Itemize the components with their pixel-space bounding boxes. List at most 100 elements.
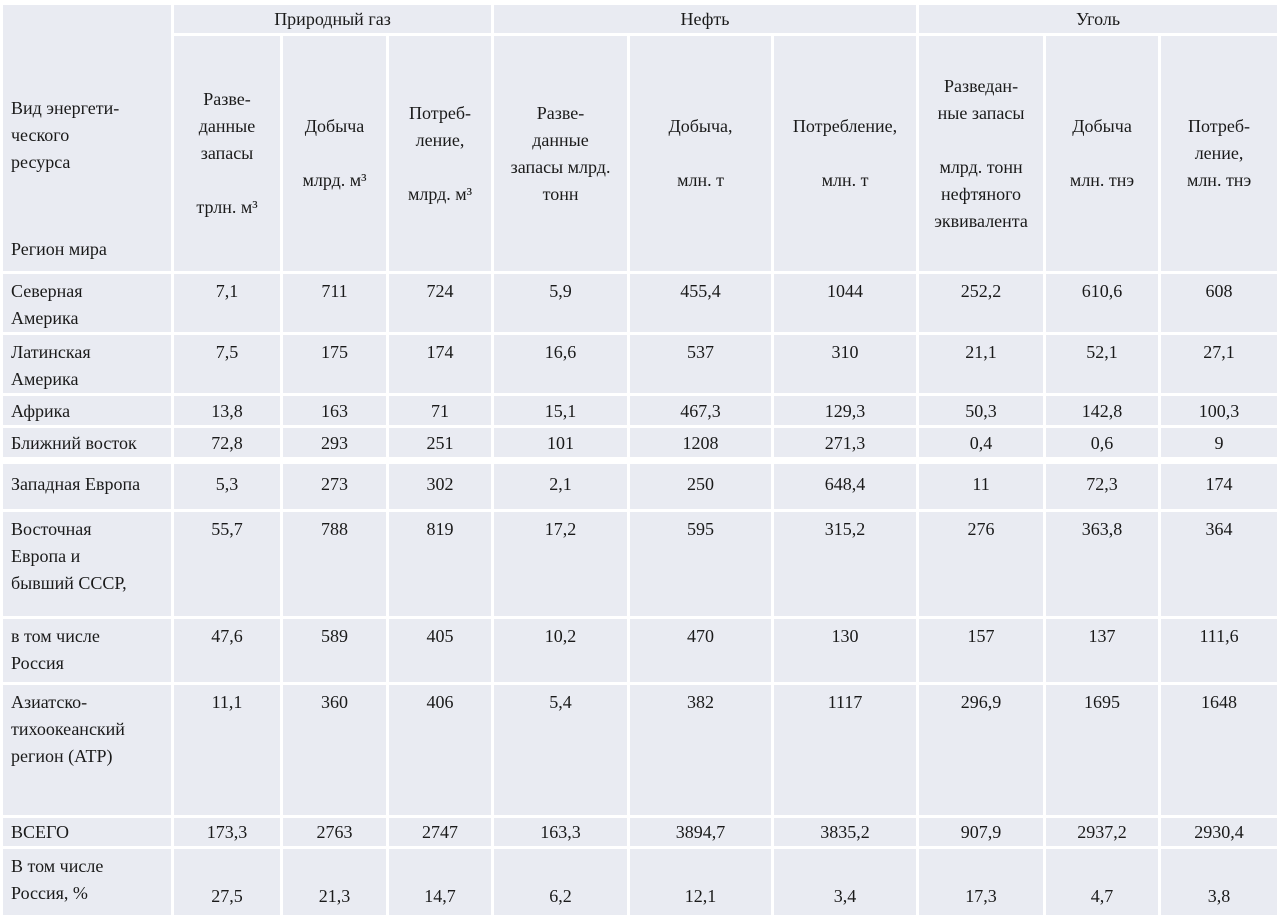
value-cell: 101: [494, 428, 628, 457]
table-row-including-russia: в том числе Россия 47,6 589 405 10,2 470…: [3, 619, 1278, 682]
value-cell: 724: [389, 274, 492, 332]
value-cell: 173,3: [174, 818, 280, 846]
value-cell: 17,3: [919, 849, 1044, 915]
value-cell: 251: [389, 428, 492, 457]
value-cell: 174: [389, 335, 492, 393]
value-cell: 455,4: [630, 274, 772, 332]
region-cell: Восточная Европа и бывший СССР,: [3, 512, 171, 616]
value-cell: 595: [630, 512, 772, 616]
column-header-gas-consumption: Потреб- ление, млрд. м³: [389, 36, 492, 271]
column-header-coal-consumption: Потреб- ление, млн. тнэ: [1161, 36, 1278, 271]
value-cell: 1208: [630, 428, 772, 457]
value-cell: 130: [774, 619, 917, 682]
value-cell: 363,8: [1046, 512, 1159, 616]
value-cell: 1117: [774, 685, 917, 815]
value-cell: 72,8: [174, 428, 280, 457]
corner-bottom-label: Регион мира: [11, 239, 107, 259]
value-cell: 12,1: [630, 849, 772, 915]
value-cell: 157: [919, 619, 1044, 682]
value-cell: 315,2: [774, 512, 917, 616]
value-cell: 608: [1161, 274, 1278, 332]
value-cell: 5,4: [494, 685, 628, 815]
value-cell: 2,1: [494, 464, 628, 509]
column-header-oil-production: Добыча, млн. т: [630, 36, 772, 271]
value-cell: 100,3: [1161, 396, 1278, 425]
value-cell: 467,3: [630, 396, 772, 425]
value-cell: 382: [630, 685, 772, 815]
value-cell: 302: [389, 464, 492, 509]
value-cell: 137: [1046, 619, 1159, 682]
value-cell: 537: [630, 335, 772, 393]
value-cell: 111,6: [1161, 619, 1278, 682]
table-row-western-europe: Западная Европа 5,3 273 302 2,1 250 648,…: [3, 464, 1278, 509]
value-cell: 0,4: [919, 428, 1044, 457]
value-cell: 1695: [1046, 685, 1159, 815]
value-cell: 142,8: [1046, 396, 1159, 425]
value-cell: 2747: [389, 818, 492, 846]
value-cell: 4,7: [1046, 849, 1159, 915]
value-cell: 819: [389, 512, 492, 616]
region-cell: Западная Европа: [3, 464, 171, 509]
value-cell: 907,9: [919, 818, 1044, 846]
column-header-oil-consumption: Потребление, млн. т: [774, 36, 917, 271]
value-cell: 71: [389, 396, 492, 425]
region-cell: ВСЕГО: [3, 818, 171, 846]
value-cell: 296,9: [919, 685, 1044, 815]
value-cell: 9: [1161, 428, 1278, 457]
value-cell: 406: [389, 685, 492, 815]
table-row-latin-america: Латинская Америка 7,5 175 174 16,6 537 3…: [3, 335, 1278, 393]
value-cell: 55,7: [174, 512, 280, 616]
value-cell: 129,3: [774, 396, 917, 425]
region-cell: В том числе Россия, %: [3, 849, 171, 915]
value-cell: 16,6: [494, 335, 628, 393]
value-cell: 3,4: [774, 849, 917, 915]
corner-inner: Вид энергети- ческого ресурса Регион мир…: [3, 5, 171, 271]
value-cell: 27,1: [1161, 335, 1278, 393]
value-cell: 5,9: [494, 274, 628, 332]
table-row-russia-share-percent: В том числе Россия, % 27,5 21,3 14,7 6,2…: [3, 849, 1278, 915]
value-cell: 11: [919, 464, 1044, 509]
value-cell: 271,3: [774, 428, 917, 457]
value-cell: 6,2: [494, 849, 628, 915]
group-header-row: Вид энергети- ческого ресурса Регион мир…: [3, 5, 1278, 271]
value-cell: 252,2: [919, 274, 1044, 332]
value-cell: 610,6: [1046, 274, 1159, 332]
column-header-coal-production: Добыча млн. тнэ: [1046, 36, 1159, 271]
column-header-gas-production: Добыча млрд. м³: [283, 36, 386, 271]
value-cell: 5,3: [174, 464, 280, 509]
value-cell: 0,6: [1046, 428, 1159, 457]
value-cell: 2763: [283, 818, 386, 846]
value-cell: 360: [283, 685, 386, 815]
value-cell: 27,5: [174, 849, 280, 915]
table-row-middle-east: Ближний восток 72,8 293 251 101 1208 271…: [3, 428, 1278, 457]
value-cell: 47,6: [174, 619, 280, 682]
value-cell: 589: [283, 619, 386, 682]
value-cell: 1648: [1161, 685, 1278, 815]
value-cell: 14,7: [389, 849, 492, 915]
value-cell: 52,1: [1046, 335, 1159, 393]
value-cell: 2930,4: [1161, 818, 1278, 846]
value-cell: 3894,7: [630, 818, 772, 846]
value-cell: 72,3: [1046, 464, 1159, 509]
value-cell: 470: [630, 619, 772, 682]
value-cell: 21,3: [283, 849, 386, 915]
value-cell: 273: [283, 464, 386, 509]
value-cell: 7,1: [174, 274, 280, 332]
value-cell: 11,1: [174, 685, 280, 815]
column-header-coal-reserves: Разведан- ные запасы млрд. тонн нефтяног…: [919, 36, 1044, 271]
region-cell: Африка: [3, 396, 171, 425]
value-cell: 711: [283, 274, 386, 332]
region-cell: Азиатско- тихоокеанский регион (АТР): [3, 685, 171, 815]
value-cell: 50,3: [919, 396, 1044, 425]
value-cell: 175: [283, 335, 386, 393]
value-cell: 174: [1161, 464, 1278, 509]
region-cell: Ближний восток: [3, 428, 171, 457]
value-cell: 3835,2: [774, 818, 917, 846]
group-header-gas: Природный газ: [174, 5, 492, 33]
column-header-gas-reserves: Разве- данные запасы трлн. м³: [174, 36, 280, 271]
value-cell: 648,4: [774, 464, 917, 509]
value-cell: 13,8: [174, 396, 280, 425]
column-header-row: Разве- данные запасы трлн. м³ Добыча млр…: [3, 36, 1278, 271]
value-cell: 7,5: [174, 335, 280, 393]
